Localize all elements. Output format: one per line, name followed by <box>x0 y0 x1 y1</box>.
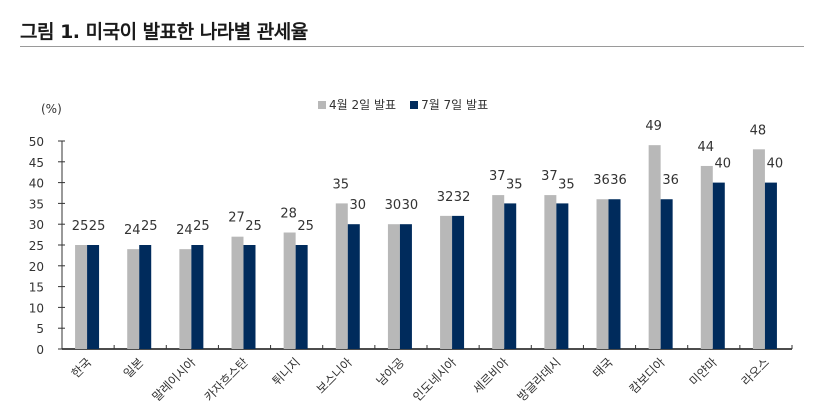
x-category-label: 인도네시아 <box>410 355 459 404</box>
bar-july <box>608 199 621 349</box>
bar-april <box>648 145 661 349</box>
x-category-label: 보스니아 <box>314 355 355 396</box>
legend-swatch-july <box>410 100 419 109</box>
bar-april <box>440 215 453 349</box>
data-label: 40 <box>715 157 732 172</box>
bar-july <box>660 199 673 349</box>
bar-july <box>399 224 412 349</box>
data-label: 27 <box>228 211 245 226</box>
bar-april <box>335 203 348 349</box>
bar-april <box>75 245 88 349</box>
bar-april <box>179 249 192 349</box>
bar-april <box>231 236 244 349</box>
bar-july <box>243 245 256 349</box>
x-category-label: 태국 <box>590 355 616 381</box>
y-axis-unit: (%) <box>41 102 62 116</box>
y-tick-label: 25 <box>29 239 44 253</box>
data-label: 35 <box>558 177 575 192</box>
data-label: 35 <box>333 177 350 192</box>
bar-april <box>700 165 713 349</box>
bar-july <box>764 182 777 349</box>
data-label: 37 <box>489 169 506 184</box>
x-category-label: 튀니지 <box>269 355 302 388</box>
x-category-label: 세르비아 <box>470 355 511 396</box>
y-tick-label: 35 <box>29 197 44 211</box>
bar-april <box>752 149 765 349</box>
data-label: 24 <box>124 223 141 238</box>
x-category-label: 말레이시아 <box>150 355 199 404</box>
x-category-label: 방글라데시 <box>515 355 564 404</box>
legend-swatch-april <box>318 100 326 109</box>
data-label: 36 <box>662 173 679 188</box>
bar-april <box>492 195 505 349</box>
data-label: 36 <box>610 173 627 188</box>
page-title: 그림 1. 미국이 발표한 나라별 관세율 <box>20 21 308 43</box>
data-label: 32 <box>437 190 454 205</box>
bar-july <box>504 203 517 349</box>
data-label: 25 <box>245 219 262 234</box>
data-label: 49 <box>645 119 662 134</box>
data-label: 37 <box>541 169 558 184</box>
data-label: 48 <box>750 123 767 138</box>
y-tick-label: 10 <box>29 301 44 315</box>
bar-april <box>387 224 400 349</box>
data-label: 25 <box>89 219 106 234</box>
x-category-label: 미얀마 <box>687 355 720 388</box>
x-category-label: 남아공 <box>374 355 407 388</box>
data-label: 30 <box>350 198 367 213</box>
legend-label-july: 7월 7일 발표 <box>421 98 489 112</box>
data-label: 36 <box>593 173 610 188</box>
bar-april <box>127 249 140 349</box>
legend-item-july: 7월 7일 발표 <box>410 96 488 113</box>
y-tick-label: 0 <box>36 343 44 357</box>
y-tick-label: 15 <box>29 281 44 295</box>
data-label: 35 <box>506 177 523 192</box>
bar-july <box>139 245 152 349</box>
y-tick-label: 5 <box>36 322 44 336</box>
y-tick-label: 45 <box>29 156 44 170</box>
data-label: 40 <box>767 157 784 172</box>
bar-july <box>347 224 360 349</box>
bar-july <box>87 245 100 349</box>
bar-april <box>283 232 296 349</box>
data-label: 25 <box>141 219 158 234</box>
data-label: 24 <box>176 223 193 238</box>
data-label: 30 <box>385 198 402 213</box>
x-category-label: 카자흐스탄 <box>202 355 251 404</box>
legend-label-april: 4월 2일 발표 <box>329 98 397 112</box>
data-label: 25 <box>193 219 210 234</box>
data-label: 32 <box>454 190 471 205</box>
bar-july <box>712 182 725 349</box>
bar-july <box>191 245 204 349</box>
x-category-label: 일본 <box>121 355 147 381</box>
legend-item-april: 4월 2일 발표 <box>318 96 396 113</box>
y-tick-label: 50 <box>29 135 44 149</box>
bar-july <box>452 215 465 349</box>
x-category-label: 한국 <box>69 355 95 381</box>
x-category-label: 라오스 <box>739 355 772 388</box>
chart-legend: 4월 2일 발표 7월 7일 발표 <box>318 96 488 113</box>
y-tick-label: 20 <box>29 260 44 274</box>
bar-april <box>596 199 609 349</box>
data-label: 44 <box>698 140 715 155</box>
x-category-label: 캄보디아 <box>627 355 668 396</box>
data-label: 28 <box>280 207 297 222</box>
bar-july <box>556 203 569 349</box>
y-tick-label: 30 <box>29 218 44 232</box>
data-label: 30 <box>402 198 419 213</box>
bar-april <box>544 195 557 349</box>
data-label: 25 <box>297 219 314 234</box>
data-label: 25 <box>72 219 89 234</box>
title-divider <box>20 46 804 47</box>
y-tick-label: 40 <box>29 177 44 191</box>
bar-july <box>295 245 308 349</box>
